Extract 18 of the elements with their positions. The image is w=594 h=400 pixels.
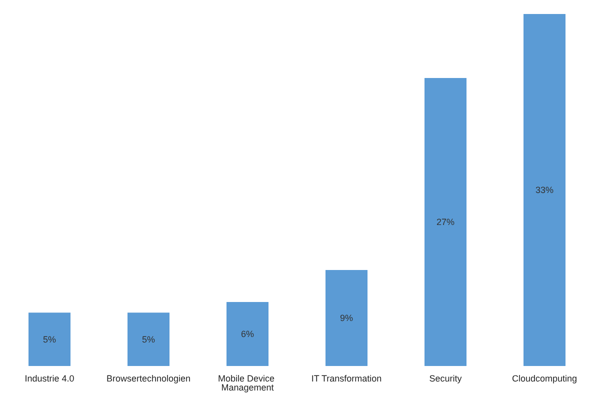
data-label: 6%	[240, 329, 254, 339]
data-label: 27%	[436, 217, 455, 227]
bar	[326, 270, 368, 366]
x-tick-label: Security	[429, 374, 462, 384]
data-label: 33%	[535, 185, 554, 195]
bar	[424, 78, 466, 366]
x-tick-label: Browsertechnologien	[106, 374, 191, 384]
bar	[128, 312, 170, 366]
x-tick-label: Mobile Device Management	[218, 374, 278, 392]
x-tick-label: Cloudcomputing	[512, 374, 578, 384]
x-tick-label: Industrie 4.0	[24, 374, 74, 384]
bar	[524, 14, 566, 366]
bar	[226, 302, 268, 366]
data-label: 5%	[42, 334, 56, 344]
data-label: 5%	[142, 334, 156, 344]
data-label: 9%	[340, 313, 354, 323]
x-tick-label: IT Transformation	[311, 374, 382, 384]
bar	[28, 312, 70, 366]
